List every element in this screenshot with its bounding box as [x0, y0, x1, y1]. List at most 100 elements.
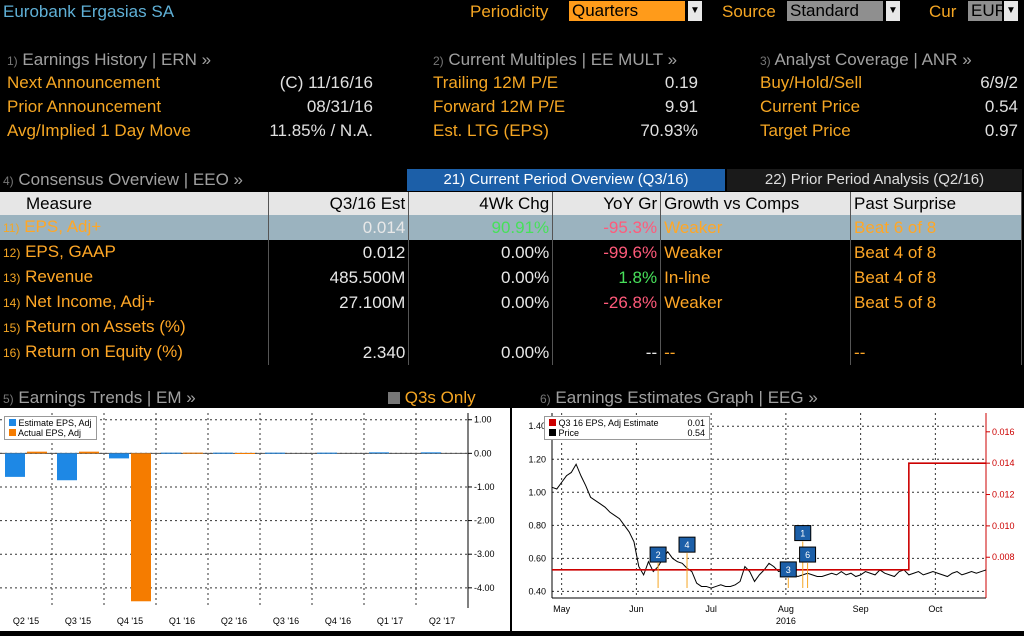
- bar: [265, 452, 285, 454]
- event-marker-label: 4: [685, 540, 690, 550]
- x-tick-label: Aug: [778, 604, 794, 614]
- column-header: Past Surprise: [850, 192, 1022, 215]
- x-tick-label: Q1 '16: [169, 616, 195, 626]
- yoy-cell: 1.8%: [552, 265, 662, 290]
- bar: [369, 452, 389, 454]
- measure-label: Revenue: [25, 267, 94, 286]
- y-tick-label: 0.60: [528, 553, 546, 563]
- periodicity-dropdown[interactable]: Quarters: [569, 1, 685, 21]
- column-header: 4Wk Chg: [408, 192, 554, 215]
- column-header: YoY Gr: [552, 192, 662, 215]
- x-tick-label: Q1 '17: [377, 616, 403, 626]
- currency-dropdown-arrow-icon[interactable]: ▼: [1004, 1, 1018, 21]
- legend-swatch: [549, 429, 556, 436]
- est-cell: [268, 315, 410, 340]
- measure-label: Net Income, Adj+: [25, 292, 156, 311]
- y-tick-label: 1.00: [474, 415, 492, 425]
- y-tick-label: 0.80: [528, 520, 546, 530]
- yoy-cell: -26.8%: [552, 290, 662, 315]
- series-line: [552, 462, 986, 571]
- surprise-cell: Beat 6 of 8: [850, 215, 1022, 240]
- checkbox-icon[interactable]: [388, 392, 400, 404]
- multiples-header[interactable]: 2) Current Multiples | EE MULT »: [433, 50, 678, 69]
- x-tick-label: Q3 '16: [273, 616, 299, 626]
- chg-cell: 0.00%: [408, 340, 554, 365]
- bar: [421, 452, 441, 454]
- y-tick-label: 0.008: [992, 552, 1015, 562]
- earnings-history-header[interactable]: 1) Earnings History | ERN »: [7, 50, 212, 69]
- chg-cell: 0.00%: [408, 290, 554, 315]
- yoy-cell: -95.3%: [552, 215, 662, 240]
- chg-cell: 90.91%: [408, 215, 554, 240]
- bar: [131, 453, 151, 602]
- bar: [183, 452, 203, 454]
- y-tick-label: 0.40: [528, 586, 546, 596]
- surprise-cell: Beat 4 of 8: [850, 265, 1022, 290]
- x-tick-label: Q4 '15: [117, 616, 143, 626]
- yoy-cell: -99.6%: [552, 240, 662, 265]
- y-tick-label: 0.014: [992, 458, 1015, 468]
- periodicity-dropdown-arrow-icon[interactable]: ▼: [688, 1, 702, 21]
- periodicity-label: Periodicity: [470, 2, 549, 21]
- measure-label: EPS, GAAP: [25, 242, 116, 261]
- source-dropdown[interactable]: Standard: [787, 1, 883, 21]
- table-row[interactable]: 14) Net Income, Adj+ 27.100M 0.00% -26.8…: [0, 290, 1022, 315]
- x-tick-label: Jul: [705, 604, 717, 614]
- analyst-header[interactable]: 3) Analyst Coverage | ANR »: [760, 50, 972, 69]
- est-cell: 2.340: [268, 340, 410, 365]
- x-sublabel: 2016: [776, 616, 796, 626]
- table-row[interactable]: 13) Revenue 485.500M 0.00% 1.8% In-line …: [0, 265, 1022, 290]
- list-item: Est. LTG (EPS) 70.93%: [433, 121, 698, 140]
- surprise-cell: [850, 315, 1022, 340]
- est-cell: 27.100M: [268, 290, 410, 315]
- bar: [57, 453, 77, 481]
- event-marker: [649, 546, 667, 563]
- company-name: Eurobank Ergasias SA: [3, 2, 175, 21]
- x-tick-label: Q3 '15: [65, 616, 91, 626]
- currency-dropdown[interactable]: EUR: [968, 1, 1007, 21]
- bar: [5, 453, 25, 477]
- list-item: Target Price 0.97: [760, 121, 1018, 140]
- graph-header[interactable]: 6) Earnings Estimates Graph | EEG »: [540, 388, 818, 407]
- currency-label: Cur: [929, 2, 957, 21]
- legend-item: Price 0.54: [549, 428, 705, 438]
- event-marker: [794, 525, 812, 542]
- table-row[interactable]: 16) Return on Equity (%) 2.340 0.00% -- …: [0, 340, 1022, 365]
- bar: [27, 451, 47, 454]
- event-marker-label: 6: [805, 550, 810, 560]
- y-tick-label: 0.010: [992, 521, 1015, 531]
- legend-item: Actual EPS, Adj: [9, 428, 92, 438]
- x-tick-label: Q2 '15: [13, 616, 39, 626]
- source-label: Source: [722, 2, 776, 21]
- y-tick-label: 1.20: [528, 454, 546, 464]
- trends-header[interactable]: 5) Earnings Trends | EM »: [3, 388, 196, 407]
- table-row[interactable]: 15) Return on Assets (%): [0, 315, 1022, 340]
- earnings-trends-svg: 1.00 0.00 -1.00 -2.00 -3.00 -4.00 Q2 '15 Q3 '15…: [0, 413, 495, 626]
- x-tick-label: May: [553, 604, 571, 614]
- column-header: Q3/16 Est: [268, 192, 410, 215]
- y-tick-label: 0.00: [474, 448, 492, 458]
- graph-legend: Q3 16 EPS, Adj Estimate 0.01 Price 0.54: [544, 416, 710, 440]
- bar: [79, 451, 99, 454]
- table-row[interactable]: 12) EPS, GAAP 0.012 0.00% -99.6% Weaker …: [0, 240, 1022, 265]
- consensus-header[interactable]: 4) Consensus Overview | EEO »: [3, 170, 243, 189]
- earnings-estimates-chart: 1.40 1.20 1.00 0.80 0.60 0.40 0.016 0.014 0.012 0…: [512, 408, 1024, 631]
- list-item: Current Price 0.54: [760, 97, 1018, 116]
- y-tick-label: -1.00: [474, 482, 495, 492]
- table-row[interactable]: 11) EPS, Adj+ 0.014 90.91% -95.3% Weaker…: [0, 215, 1022, 240]
- yoy-cell: --: [552, 340, 662, 365]
- measure-label: EPS, Adj+: [24, 217, 102, 236]
- comps-cell: --: [660, 340, 852, 365]
- bar: [235, 453, 255, 455]
- bar: [317, 452, 337, 454]
- list-item: Avg/Implied 1 Day Move 11.85% / N.A.: [7, 121, 373, 140]
- surprise-cell: Beat 4 of 8: [850, 240, 1022, 265]
- tab-prior-period[interactable]: 22) Prior Period Analysis (Q2/16): [727, 169, 1022, 191]
- q3s-only-toggle[interactable]: Q3s Only: [388, 388, 476, 408]
- event-marker-label: 3: [786, 565, 791, 575]
- list-item: Forward 12M P/E 9.91: [433, 97, 698, 116]
- tab-current-period[interactable]: 21) Current Period Overview (Q3/16): [407, 169, 725, 191]
- source-dropdown-arrow-icon[interactable]: ▼: [886, 1, 900, 21]
- y-tick-label: -3.00: [474, 549, 495, 559]
- analyst-list: Buy/Hold/Sell 6/9/2 Current Price 0.54 T…: [760, 73, 1018, 145]
